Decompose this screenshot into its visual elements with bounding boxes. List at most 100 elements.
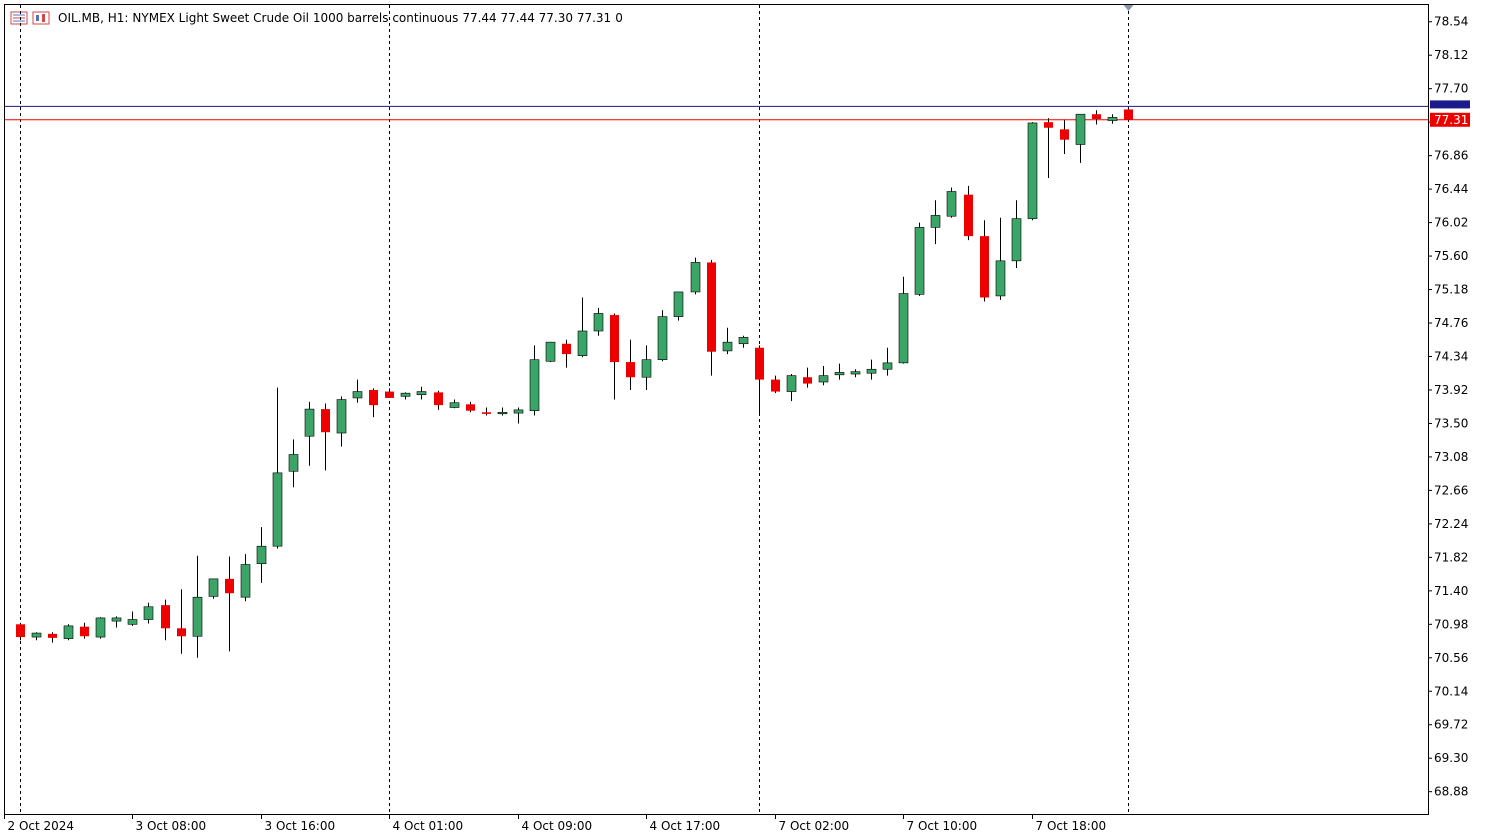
time-tick-label: 7 Oct 02:00 xyxy=(779,819,850,833)
candle-body xyxy=(482,412,491,414)
time-tick-label: 4 Oct 01:00 xyxy=(393,819,464,833)
bearish-candle xyxy=(1044,118,1053,178)
bullish-candle xyxy=(336,396,347,447)
candle-body xyxy=(256,545,267,565)
bullish-candle xyxy=(288,439,299,488)
bullish-candle xyxy=(738,335,749,348)
bearish-candle xyxy=(626,339,635,390)
candle-body xyxy=(1044,122,1053,128)
ohlc-readout: 77.44 77.44 77.30 77.31 xyxy=(462,11,612,25)
bullish-candle xyxy=(818,366,829,386)
candles xyxy=(16,109,1133,658)
bullish-candle xyxy=(577,297,588,358)
bullish-candle xyxy=(497,407,508,416)
candle-body xyxy=(321,409,330,433)
bearish-candle xyxy=(177,589,186,654)
time-tick-label: 3 Oct 16:00 xyxy=(265,819,336,833)
symbol-description: NYMEX Light Sweet Crude Oil 1000 barrels… xyxy=(132,11,459,25)
candle-body xyxy=(738,337,749,345)
ask-price-marker xyxy=(1430,100,1470,109)
bullish-candle xyxy=(192,555,203,658)
candle-body xyxy=(882,362,893,370)
candle-body xyxy=(127,619,138,625)
symbol-label: OIL.MB, H1: xyxy=(58,11,129,25)
candle-body xyxy=(1027,122,1038,219)
chart-window-icon[interactable] xyxy=(32,11,50,25)
bearish-candle xyxy=(562,339,571,368)
bullish-candle xyxy=(256,527,267,583)
bullish-candle xyxy=(1107,114,1118,124)
candle-body xyxy=(755,347,764,380)
list-icon[interactable] xyxy=(10,11,28,25)
plot-frame xyxy=(4,4,1429,815)
bullish-candle xyxy=(882,347,893,376)
bearish-candle xyxy=(48,632,57,643)
candle-body xyxy=(866,368,877,374)
time-axis: 2 Oct 2024 3 Oct 08:00 3 Oct 16:00 4 Oct 01… xyxy=(4,814,1107,833)
bearish-candle xyxy=(225,556,234,652)
current-price-badge: 77.31 xyxy=(1430,100,1470,127)
time-tick-label: 7 Oct 18:00 xyxy=(1036,819,1107,833)
bullish-candle xyxy=(111,616,122,628)
bullish-candle xyxy=(995,217,1006,300)
bearish-candle xyxy=(1124,109,1133,121)
bullish-candle xyxy=(400,392,411,400)
price-tick-label: 75.60 xyxy=(1434,249,1468,263)
price-tick-label: 70.56 xyxy=(1434,651,1468,665)
candle-body xyxy=(786,375,797,392)
bearish-candle xyxy=(321,403,330,471)
bullish-candle xyxy=(593,307,604,336)
price-tick-label: 71.40 xyxy=(1434,584,1468,598)
current-bar-triangle xyxy=(1123,5,1134,11)
bullish-candle xyxy=(352,379,363,403)
candle-body xyxy=(177,628,186,637)
bullish-candle xyxy=(673,291,684,321)
candle-body xyxy=(31,632,42,638)
current-bar-marker xyxy=(1123,5,1134,11)
chart-header: OIL.MB, H1: NYMEX Light Sweet Crude Oil … xyxy=(10,9,623,27)
candle-body xyxy=(529,359,540,411)
candle-body xyxy=(449,402,460,408)
candle-body xyxy=(385,391,394,398)
price-axis: 78.5478.1277.7077.2876.8676.4476.0275.60… xyxy=(1428,15,1470,799)
current-price-lines xyxy=(5,105,1428,121)
candle-body xyxy=(707,262,716,352)
candle-body xyxy=(1011,218,1022,262)
candle-body xyxy=(434,392,443,406)
bullish-candle xyxy=(127,611,138,626)
price-tick-label: 69.30 xyxy=(1434,751,1468,765)
bearish-candle xyxy=(771,375,780,394)
bullish-candle xyxy=(208,578,219,599)
bullish-candle xyxy=(641,345,652,390)
bearish-candle xyxy=(466,401,475,413)
bearish-candle xyxy=(803,367,812,388)
price-tick-label: 76.02 xyxy=(1434,216,1468,230)
candle-body xyxy=(964,194,973,237)
candle-body xyxy=(95,617,106,638)
bearish-candle xyxy=(369,388,378,418)
candle-body xyxy=(771,379,780,392)
bullish-candle xyxy=(657,310,668,362)
candle-body xyxy=(161,605,170,629)
price-tick-label: 71.82 xyxy=(1434,550,1468,564)
time-tick-label: 4 Oct 17:00 xyxy=(650,819,721,833)
bullish-candle xyxy=(545,341,556,363)
bullish-candle xyxy=(946,187,957,218)
candle-body xyxy=(626,362,635,378)
day-separators xyxy=(20,5,1129,814)
bearish-candle xyxy=(610,313,619,400)
bullish-candle xyxy=(95,617,106,639)
candle-body xyxy=(48,633,57,638)
bearish-candle xyxy=(385,388,394,398)
bearish-candle xyxy=(434,390,443,410)
candle-body xyxy=(690,262,701,293)
price-tick-label: 78.12 xyxy=(1434,48,1468,62)
candle-body xyxy=(657,316,668,360)
bid-price-marker xyxy=(1430,112,1470,127)
candle-body xyxy=(1107,117,1118,121)
bullish-candle xyxy=(1075,113,1086,163)
candle-body xyxy=(513,409,524,414)
candle-body xyxy=(545,341,556,362)
bullish-candle xyxy=(786,374,797,402)
